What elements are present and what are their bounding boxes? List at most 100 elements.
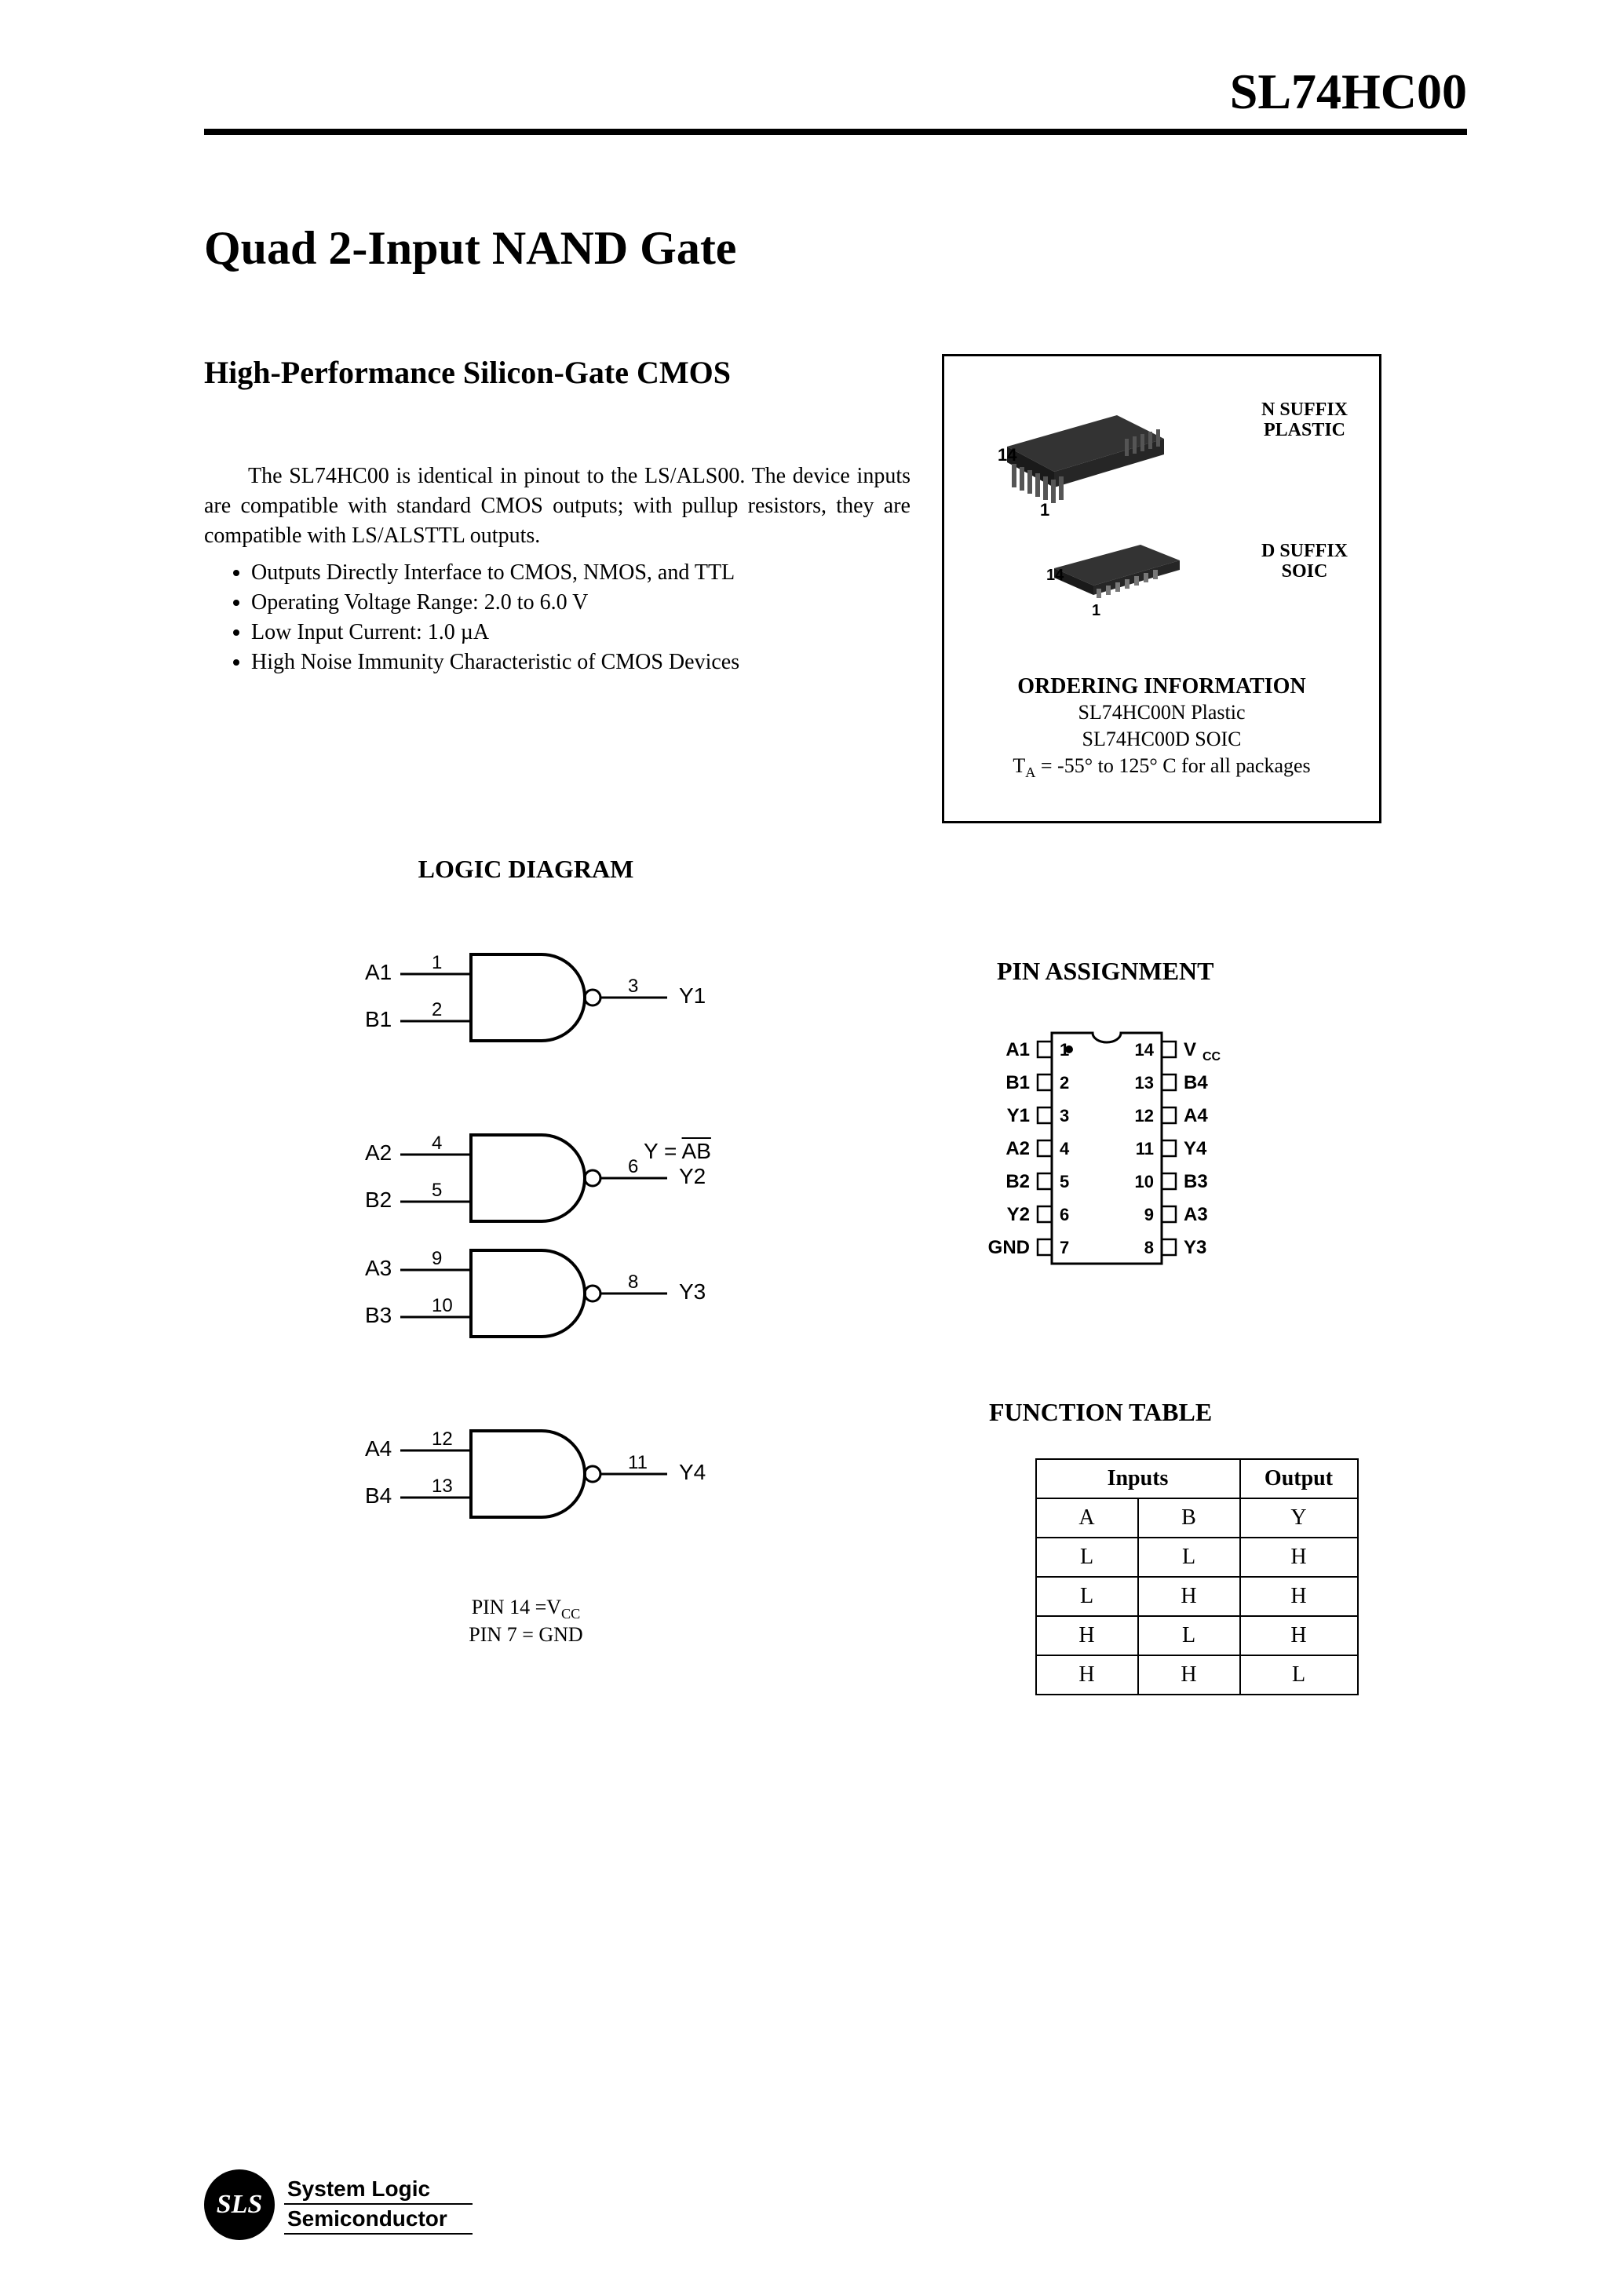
- svg-text:Y2: Y2: [1007, 1204, 1030, 1225]
- svg-text:B2: B2: [365, 1188, 392, 1212]
- col-b-header: B: [1138, 1498, 1240, 1538]
- feature-bullet: Outputs Directly Interface to CMOS, NMOS…: [251, 558, 911, 588]
- svg-text:1: 1: [1060, 1040, 1069, 1060]
- svg-text:12: 12: [432, 1428, 453, 1450]
- table-row: LLH: [1036, 1538, 1358, 1577]
- svg-text:8: 8: [1144, 1238, 1154, 1257]
- svg-text:10: 10: [432, 1295, 453, 1316]
- footer-text: System Logic Semiconductor: [284, 2175, 473, 2235]
- svg-text:B2: B2: [1005, 1171, 1030, 1192]
- svg-text:13: 13: [432, 1476, 453, 1497]
- pin-assignment-block: PIN ASSIGNMENT 114A1VCC213B1B4312Y1A4411…: [926, 957, 1467, 1304]
- nand-gate-2: A2B2Y2456: [322, 1111, 730, 1245]
- svg-text:B3: B3: [365, 1303, 392, 1327]
- svg-text:A1: A1: [365, 960, 392, 984]
- nand-gate-1: A1B1Y1123: [322, 931, 730, 1064]
- svg-text:4: 4: [1060, 1139, 1070, 1158]
- page-title: Quad 2-Input NAND Gate: [204, 221, 1467, 275]
- pin-notes: PIN 14 =VCC PIN 7 = GND: [204, 1596, 848, 1646]
- header-rule: [204, 129, 1467, 135]
- table-row: LHH: [1036, 1577, 1358, 1616]
- svg-text:5: 5: [1060, 1172, 1069, 1191]
- svg-text:B4: B4: [365, 1483, 392, 1508]
- svg-text:V: V: [1184, 1039, 1196, 1060]
- ordering-line: SL74HC00N Plastic: [960, 699, 1363, 726]
- svg-text:A2: A2: [1005, 1138, 1030, 1159]
- svg-text:CC: CC: [1202, 1050, 1221, 1064]
- function-table: Inputs Output A B Y LLH LHH HLH HHL: [1035, 1458, 1359, 1695]
- table-row: HHL: [1036, 1655, 1358, 1695]
- ordering-box: 1 14 N SUFFIXPLASTIC: [942, 354, 1381, 823]
- svg-text:B1: B1: [365, 1007, 392, 1031]
- intro-paragraph: The SL74HC00 is identical in pinout to t…: [204, 462, 911, 550]
- sls-logo-icon: SLS: [204, 2169, 275, 2240]
- svg-text:14: 14: [1135, 1040, 1155, 1060]
- nand-gate-4: A4 B4 Y4 12 13 11: [322, 1407, 730, 1541]
- feature-bullet: Operating Voltage Range: 2.0 to 6.0 V: [251, 588, 911, 618]
- logic-diagram-column: LOGIC DIAGRAM A1B1Y1123 A2B2Y2456 Y = AB…: [204, 855, 848, 1695]
- svg-text:A4: A4: [365, 1436, 392, 1461]
- svg-text:9: 9: [432, 1248, 442, 1269]
- svg-text:Y4: Y4: [679, 1460, 706, 1484]
- package-illustrations: 1 14 N SUFFIXPLASTIC: [960, 376, 1363, 659]
- pin-assignment-diagram: 114A1VCC213B1B4312Y1A4411A2Y4510B2B369Y2…: [926, 1017, 1287, 1300]
- svg-text:13: 13: [1135, 1073, 1154, 1093]
- svg-text:12: 12: [1135, 1106, 1154, 1126]
- svg-text:A3: A3: [1184, 1204, 1208, 1225]
- ordering-temp: TA = -55° to 125° C for all packages: [960, 753, 1363, 783]
- nand-gate-3: A3 B3 Y3 9 10 8: [322, 1227, 730, 1360]
- description-column: High-Performance Silicon-Gate CMOS The S…: [204, 354, 911, 823]
- svg-text:A2: A2: [365, 1140, 392, 1165]
- svg-text:Y4: Y4: [1184, 1138, 1207, 1159]
- ordering-title: ORDERING INFORMATION: [960, 674, 1363, 699]
- svg-text:A4: A4: [1184, 1105, 1208, 1126]
- dip-pin-14-label: 14: [998, 445, 1017, 465]
- top-section: High-Performance Silicon-Gate CMOS The S…: [204, 354, 1467, 823]
- soic-pin-1-label: 1: [1092, 602, 1100, 619]
- feature-bullet: Low Input Current: 1.0 µA: [251, 618, 911, 648]
- svg-text:2: 2: [1060, 1073, 1069, 1093]
- function-table-block: FUNCTION TABLE Inputs Output A B Y LLH L…: [926, 1398, 1467, 1695]
- svg-text:Y2: Y2: [679, 1164, 706, 1188]
- output-header: Output: [1240, 1459, 1358, 1498]
- soic-pin-14-label: 14: [1046, 567, 1064, 584]
- logic-diagram-heading: LOGIC DIAGRAM: [204, 855, 848, 884]
- ordering-column: 1 14 N SUFFIXPLASTIC: [942, 354, 1381, 823]
- ordering-line: SL74HC00D SOIC: [960, 726, 1363, 753]
- function-table-heading: FUNCTION TABLE: [926, 1398, 1467, 1427]
- svg-text:Y1: Y1: [1007, 1105, 1030, 1126]
- svg-text:4: 4: [432, 1133, 442, 1154]
- svg-text:Y1: Y1: [679, 983, 706, 1008]
- table-row: HLH: [1036, 1616, 1358, 1655]
- feature-bullet: High Noise Immunity Characteristic of CM…: [251, 648, 911, 677]
- svg-text:A1: A1: [1005, 1039, 1030, 1060]
- logic-equation: Y = AB: [204, 1139, 848, 1164]
- footer: SLS System Logic Semiconductor: [204, 2169, 473, 2240]
- svg-text:1: 1: [432, 952, 442, 973]
- svg-text:6: 6: [1060, 1205, 1069, 1224]
- svg-text:8: 8: [628, 1272, 638, 1293]
- svg-text:B4: B4: [1184, 1072, 1208, 1093]
- svg-text:3: 3: [1060, 1106, 1069, 1126]
- inputs-header: Inputs: [1036, 1459, 1240, 1498]
- d-suffix-label: D SUFFIXSOIC: [1261, 541, 1348, 582]
- svg-text:GND: GND: [988, 1237, 1030, 1258]
- pin-assignment-heading: PIN ASSIGNMENT: [926, 957, 1467, 986]
- soic-package-icon: 1 14: [1031, 529, 1203, 623]
- svg-text:A3: A3: [365, 1256, 392, 1280]
- subtitle: High-Performance Silicon-Gate CMOS: [204, 354, 911, 391]
- svg-text:B1: B1: [1005, 1072, 1030, 1093]
- col-y-header: Y: [1240, 1498, 1358, 1538]
- svg-text:10: 10: [1135, 1172, 1154, 1191]
- dip-pin-1-label: 1: [1040, 500, 1049, 517]
- feature-bullets: Outputs Directly Interface to CMOS, NMOS…: [204, 558, 911, 677]
- svg-text:Y3: Y3: [679, 1279, 706, 1304]
- svg-text:11: 11: [628, 1452, 648, 1473]
- middle-section: LOGIC DIAGRAM A1B1Y1123 A2B2Y2456 Y = AB…: [204, 855, 1467, 1695]
- n-suffix-label: N SUFFIXPLASTIC: [1261, 400, 1348, 441]
- svg-text:2: 2: [432, 999, 442, 1020]
- pin-function-column: PIN ASSIGNMENT 114A1VCC213B1B4312Y1A4411…: [848, 855, 1467, 1695]
- svg-text:6: 6: [628, 1156, 638, 1177]
- svg-text:9: 9: [1144, 1205, 1154, 1224]
- svg-text:Y3: Y3: [1184, 1237, 1206, 1258]
